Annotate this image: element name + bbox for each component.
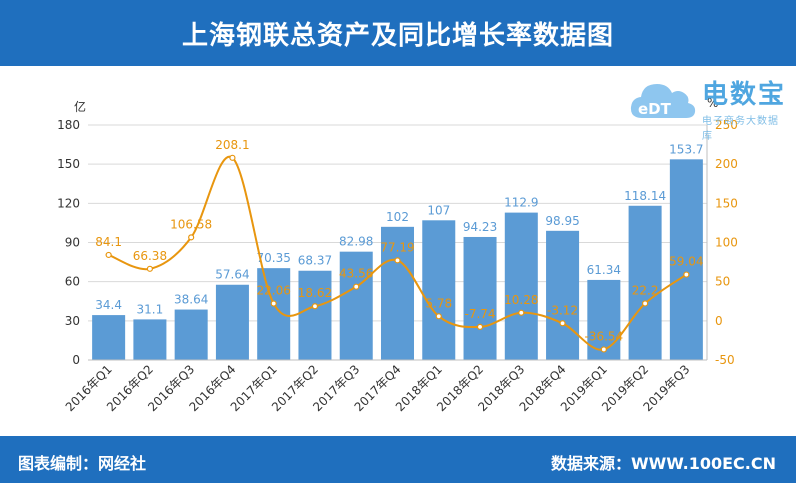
bar [257,268,291,360]
line-point [270,300,277,307]
line-data-label: 5.78 [425,296,452,310]
footer-banner: 图表编制：网经社 数据来源：WWW.100EC.CN [0,436,796,483]
y-left-tick-label: 60 [65,275,80,289]
y-left-tick-label: 0 [72,353,80,367]
line-data-label: 22.2 [632,283,659,297]
line-data-label: 22.06 [257,284,291,298]
y-left-tick-label: 150 [57,157,80,171]
bar [133,319,167,360]
y-left-tick-label: 30 [65,314,80,328]
bar [628,205,662,360]
logo-sub-text: 电子商务大数据库 [702,116,779,142]
bar-data-label: 98.95 [545,214,579,228]
line-point [105,251,112,259]
bar [669,159,703,360]
bar [463,236,497,360]
line-data-label: 10.28 [504,293,538,307]
y-left-tick-label: 90 [65,236,80,250]
line-point [353,283,360,290]
logo-mark-text: eDT [638,100,672,118]
line-point [683,271,690,278]
bar [504,212,538,360]
line-point [146,265,153,272]
line-point [476,323,484,330]
line-point [600,346,607,353]
cloud-logo-icon: eDT [630,84,696,118]
bar-data-label: 107 [427,203,450,217]
bar [339,251,373,360]
bar-data-label: 118.14 [624,189,666,203]
line-data-label: 77.19 [380,240,414,254]
line-point [394,257,401,264]
y-right-tick-label: 150 [715,196,738,210]
bar-data-label: 70.35 [257,251,291,265]
footer-source: 数据来源：WWW.100EC.CN [550,454,776,473]
bar-data-label: 94.23 [463,220,497,234]
line-point [559,320,566,327]
logo-brand-text: 电数宝 [702,80,787,110]
line-data-label: -3.12 [547,303,578,317]
line-data-label: 208.1 [215,138,249,152]
bar [215,284,249,360]
line-data-label: 106.58 [170,217,212,231]
y-right-tick-label: 200 [715,157,738,171]
line-data-label: -7.74 [465,307,496,321]
combo-chart: 0 30 60 90 120 150 180 -50 0 50 100 150 200 250 亿 % 34.4… [57,96,738,414]
line-data-label: 66.38 [133,249,167,263]
line-point [311,303,319,310]
line-point [641,300,649,307]
brand-logo: eDT 电数宝 电子商务大数据库 [628,72,788,142]
line-point [435,313,442,320]
line-data-label: 43.56 [339,267,373,281]
line-point [518,309,525,316]
bar [380,226,415,360]
y-right-tick-label: 50 [715,275,730,289]
y-right-tick-label: 250 [715,118,738,132]
chart-title: 上海钢联总资产及同比增长率数据图 [181,20,614,51]
y-right-tick-label: 0 [715,314,723,328]
y-right-tick-label: 100 [715,236,738,250]
bar-data-label: 57.64 [215,268,249,282]
line-data-label: 59.04 [669,255,703,269]
bar [422,220,456,360]
line-data-label: 18.62 [298,286,332,300]
bar-data-label: 38.64 [174,293,208,307]
bar [92,315,126,360]
bar-data-label: 68.37 [298,254,332,268]
growth-rate-line [108,155,687,351]
bar [174,309,208,360]
line-data-label: 84.1 [95,235,122,249]
bar [546,230,580,360]
line-point [188,234,195,241]
y-left-tick-label: 180 [57,118,80,132]
y-left-unit-label: 亿 [74,99,86,114]
bar-data-label: 31.1 [137,302,164,316]
bar-data-label: 153.7 [669,142,703,156]
bar-data-label: 82.98 [339,235,373,249]
y-right-unit-label: % [707,96,718,110]
bar-data-label: 102 [386,210,409,224]
line-point [229,154,236,161]
bar-data-label: 34.4 [95,298,122,312]
bar [298,270,332,360]
bar-data-label: 112.9 [504,196,538,210]
bar-data-label: 61.34 [587,263,621,277]
footer-credit: 图表编制：网经社 [18,454,147,473]
y-left-tick-label: 120 [57,196,80,210]
title-banner: 上海钢联总资产及同比增长率数据图 [0,0,796,66]
y-right-tick-label: -50 [715,353,735,367]
line-data-label: -36.54 [584,329,623,343]
